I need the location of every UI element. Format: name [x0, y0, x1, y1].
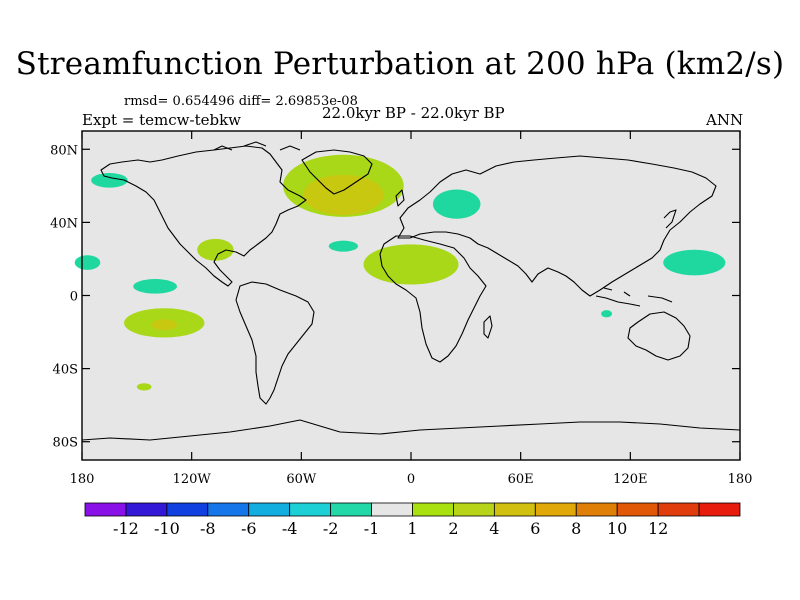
- axis-ticks: 80N 40N 0 40S 80S 180 120W 60W 0 60E 120E 180: [50, 131, 752, 487]
- anomaly-layer: [74, 154, 726, 391]
- colorbar-swatch: [453, 502, 495, 517]
- anomaly-west-africa-positive: [363, 244, 459, 285]
- colorbar-label: -1: [364, 519, 380, 538]
- colorbar-swatch: [330, 502, 372, 517]
- lon-tick-label: 0: [407, 472, 415, 487]
- colorbar: -12 -10 -8 -6 -4 -2 -1 1 2 4 6 8 10 12: [84, 502, 741, 538]
- colorbar-swatch: [493, 502, 536, 517]
- lat-tick-label: 40S: [53, 363, 78, 378]
- colorbar-swatch: [84, 502, 127, 517]
- colorbar-label: 8: [571, 519, 581, 538]
- coast-indonesia: [595, 287, 673, 307]
- coast-eurasia: [397, 155, 717, 297]
- map-background: [82, 131, 740, 460]
- lat-tick-label: 40N: [50, 216, 78, 231]
- colorbar-label: 4: [489, 519, 499, 538]
- coast-north-america: [100, 145, 307, 287]
- colorbar-label: -6: [241, 519, 257, 538]
- colorbar-label: 12: [648, 519, 668, 538]
- lon-tick-label: 120W: [173, 472, 212, 487]
- anomaly-central-pacific-negative: [133, 279, 178, 294]
- colorbar-label: -12: [113, 519, 139, 538]
- colorbar-label: 10: [607, 519, 627, 538]
- anomaly-atlantic-small-negative: [328, 240, 358, 252]
- colorbar-label: 2: [448, 519, 458, 538]
- coast-antarctica: [81, 419, 741, 441]
- lon-tick-label: 60E: [508, 472, 534, 487]
- lon-tick-label: 180: [728, 472, 753, 487]
- coast-japan: [663, 209, 677, 229]
- coast-madagascar: [483, 315, 493, 339]
- anomaly-alaska-negative: [91, 173, 128, 188]
- coastlines: [81, 141, 741, 441]
- coast-greenland: [301, 149, 373, 195]
- lon-tick-label: 60W: [286, 472, 317, 487]
- colorbar-swatch: [125, 502, 168, 517]
- anomaly-europe-negative: [432, 189, 481, 219]
- coast-uk: [395, 189, 405, 207]
- coast-australia: [627, 311, 691, 361]
- coast-africa: [379, 235, 487, 363]
- colorbar-label: -10: [154, 519, 180, 538]
- anomaly-indian-ocean-negative: [601, 310, 613, 318]
- colorbar-swatch: [657, 502, 700, 517]
- colorbar-swatch: [616, 502, 659, 517]
- lon-tick-label: 120E: [613, 472, 647, 487]
- map-panel: 80N 40N 0 40S 80S 180 120W 60W 0 60E 120E 180: [50, 130, 752, 487]
- lat-tick-label: 80S: [53, 436, 78, 451]
- coast-south-america: [235, 281, 315, 405]
- stats-label: rmsd= 0.654496 diff= 2.69853e-08: [124, 94, 358, 109]
- chart-title: Streamfunction Perturbation at 200 hPa (…: [15, 46, 785, 82]
- colorbar-label: 6: [530, 519, 540, 538]
- lat-tick-label: 0: [70, 290, 78, 305]
- colorbar-swatch: [166, 502, 209, 517]
- anomaly-north-atlantic-core: [303, 174, 384, 216]
- anomaly-south-pacific-core: [151, 319, 178, 331]
- colorbar-swatch: [371, 502, 413, 517]
- experiment-label: Expt = temcw-tebkw: [82, 111, 242, 129]
- coast-arctic-islands: [213, 141, 301, 151]
- colorbar-swatch: [412, 502, 454, 517]
- colorbar-label: -4: [282, 519, 298, 538]
- colorbar-swatch: [207, 502, 250, 517]
- colorbar-swatch: [534, 502, 577, 517]
- anomaly-dateline-negative: [74, 255, 101, 270]
- colorbar-label: 1: [407, 519, 417, 538]
- colorbar-label: -8: [200, 519, 216, 538]
- colorbar-swatch: [248, 502, 291, 517]
- lon-tick-label: 180: [70, 472, 95, 487]
- period-label: 22.0kyr BP - 22.0kyr BP: [322, 104, 505, 122]
- anomaly-west-pacific-negative: [663, 249, 726, 276]
- anomaly-mexico-positive: [197, 238, 234, 261]
- colorbar-swatch: [289, 502, 332, 517]
- lat-tick-label: 80N: [50, 143, 78, 158]
- colorbar-swatch: [698, 502, 741, 517]
- colorbar-swatch: [575, 502, 618, 517]
- season-label: ANN: [706, 111, 744, 129]
- colorbar-label: -2: [323, 519, 339, 538]
- anomaly-southern-pacific-small: [136, 383, 152, 391]
